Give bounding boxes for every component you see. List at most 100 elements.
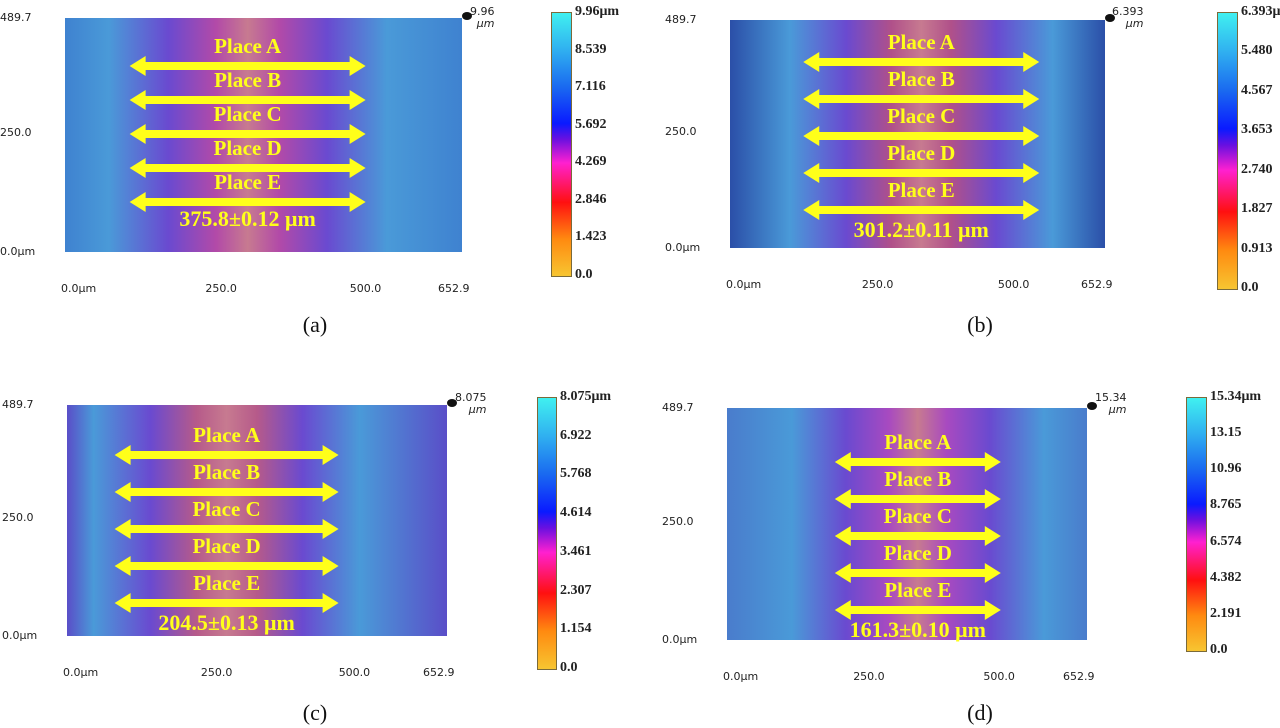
x-tick-label: 500.0 bbox=[349, 282, 382, 295]
z-max-unit: μm bbox=[476, 17, 495, 30]
colorbar-tick-label: 1.827 bbox=[1241, 201, 1273, 217]
colorbar-tick-label: 1.423 bbox=[575, 229, 607, 245]
panel-caption: (a) bbox=[302, 312, 328, 337]
z-max-marker bbox=[1105, 14, 1115, 22]
z-max-value: 8.075 bbox=[455, 391, 487, 404]
double-arrow bbox=[803, 126, 1040, 146]
y-tick-label: 489.7 bbox=[662, 401, 694, 414]
colorbar-tick-label: 0.0 bbox=[560, 660, 578, 675]
place-label: Place E bbox=[214, 170, 282, 194]
double-arrow bbox=[834, 563, 1001, 583]
z-max-label: 15.34 μm bbox=[1095, 392, 1127, 416]
double-arrow bbox=[803, 89, 1040, 109]
double-arrow bbox=[129, 124, 366, 144]
measurement-label: 375.8±0.12 μm bbox=[179, 206, 316, 231]
place-label: Place A bbox=[884, 430, 952, 454]
colorbar-tick-label: 4.269 bbox=[575, 154, 607, 170]
double-arrow bbox=[129, 192, 366, 212]
x-tick-label: 652.9 bbox=[1081, 278, 1113, 291]
colorbar-tick-label: 4.614 bbox=[560, 505, 592, 521]
colorbar bbox=[551, 12, 572, 277]
place-label: Place E bbox=[884, 578, 952, 602]
double-arrow bbox=[803, 200, 1040, 220]
colorbar-tick-label: 5.768 bbox=[560, 466, 592, 482]
colorbar-tick-label: 5.692 bbox=[575, 116, 607, 132]
double-arrow bbox=[114, 445, 339, 465]
colorbar-tick-label: 1.154 bbox=[560, 621, 592, 637]
y-tick-label: 0.0μm bbox=[0, 245, 36, 258]
x-tick-label: 250.0 bbox=[205, 282, 237, 295]
colorbar-tick-label: 8.075μm bbox=[560, 389, 612, 404]
y-tick-label: 250.0 bbox=[2, 511, 34, 525]
y-tick-label: 250.0 bbox=[0, 125, 32, 139]
place-label: Place B bbox=[884, 467, 952, 491]
place-label: Place C bbox=[192, 497, 261, 521]
place-label: Place B bbox=[214, 68, 282, 92]
place-label: Place D bbox=[213, 136, 282, 160]
colorbar-tick-label: 0.0 bbox=[575, 267, 593, 282]
z-max-marker bbox=[462, 12, 472, 20]
place-label: Place A bbox=[214, 34, 282, 58]
colorbar-tick-label: 10.96 bbox=[1210, 461, 1242, 477]
x-tick-label: 500.0 bbox=[983, 670, 1015, 683]
double-arrow bbox=[834, 489, 1001, 509]
y-tick-label: 0.0μm bbox=[662, 633, 698, 646]
y-tick-label: 250.0 bbox=[662, 514, 694, 528]
height-map-image bbox=[65, 18, 462, 252]
colorbar-tick-label: 5.480 bbox=[1241, 43, 1273, 59]
x-tick-label: 652.9 bbox=[423, 666, 455, 679]
z-max-label: 6.393 μm bbox=[1112, 6, 1144, 30]
x-tick-label: 0.0μm bbox=[63, 666, 99, 679]
z-max-label: 8.075 μm bbox=[455, 392, 487, 416]
colorbar-tick-label: 8.765 bbox=[1210, 497, 1242, 513]
x-tick-label: 500.0 bbox=[338, 666, 371, 679]
colorbar-tick-label: 8.539 bbox=[575, 41, 607, 57]
x-tick-label: 652.9 bbox=[438, 282, 470, 295]
x-tick-label: 500.0 bbox=[997, 278, 1030, 291]
place-label: Place A bbox=[193, 423, 261, 447]
place-label: Place E bbox=[887, 178, 955, 202]
colorbar-tick-label: 2.191 bbox=[1210, 605, 1242, 621]
y-tick-label: 489.7 bbox=[0, 11, 32, 24]
z-max-marker bbox=[447, 399, 457, 407]
x-tick-label: 652.9 bbox=[1063, 670, 1095, 683]
colorbar-tick-label: 2.846 bbox=[575, 191, 607, 207]
colorbar-tick-label: 3.653 bbox=[1241, 122, 1273, 138]
x-tick-label: 0.0μm bbox=[723, 670, 759, 683]
height-map-image bbox=[67, 405, 447, 636]
place-label: Place D bbox=[887, 141, 956, 165]
place-label: Place C bbox=[213, 102, 282, 126]
colorbar-tick-label: 2.307 bbox=[560, 582, 592, 598]
colorbar bbox=[537, 397, 557, 670]
z-max-value: 9.96 bbox=[470, 5, 495, 18]
double-arrow bbox=[129, 90, 366, 110]
height-map-image bbox=[730, 20, 1105, 248]
place-label: Place B bbox=[887, 67, 955, 91]
colorbar-tick-label: 3.461 bbox=[560, 543, 592, 559]
z-max-marker bbox=[1087, 402, 1097, 410]
x-tick-label: 0.0μm bbox=[61, 282, 97, 295]
colorbar-tick-label: 0.0 bbox=[1210, 642, 1228, 657]
double-arrow bbox=[114, 519, 339, 539]
z-max-label: 9.96 μm bbox=[470, 6, 495, 30]
colorbar-tick-label: 6.574 bbox=[1210, 533, 1242, 549]
z-max-value: 6.393 bbox=[1112, 5, 1144, 18]
colorbar bbox=[1186, 397, 1207, 652]
double-arrow bbox=[803, 163, 1040, 183]
y-tick-label: 0.0μm bbox=[2, 629, 38, 642]
double-arrow bbox=[114, 556, 339, 576]
colorbar-tick-label: 4.382 bbox=[1210, 569, 1242, 585]
x-tick-label: 0.0μm bbox=[726, 278, 762, 291]
colorbar-tick-label: 13.15 bbox=[1210, 425, 1242, 441]
panel-caption: (d) bbox=[967, 700, 993, 725]
colorbar-tick-label: 4.567 bbox=[1241, 82, 1273, 98]
colorbar-tick-label: 0.0 bbox=[1241, 280, 1259, 295]
colorbar-tick-label: 2.740 bbox=[1241, 161, 1273, 177]
